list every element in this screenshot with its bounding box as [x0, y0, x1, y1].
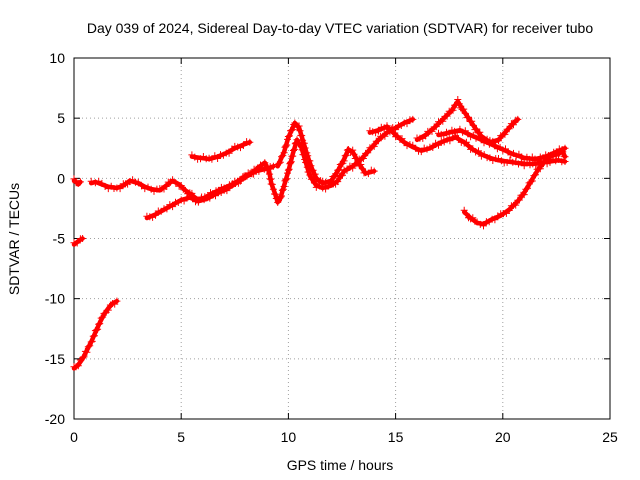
plus-markers — [70, 235, 87, 247]
x-tick-label: 20 — [495, 429, 511, 445]
series-seg3 — [70, 297, 121, 371]
x-tick-label: 25 — [602, 429, 618, 445]
y-tick-label: -5 — [53, 231, 66, 247]
y-axis-label: SDTVAR / TECUs — [6, 183, 22, 295]
series-seg12 — [460, 148, 569, 230]
x-tick-label: 15 — [388, 429, 404, 445]
y-tick-label: 10 — [49, 50, 65, 66]
x-tick-label: 0 — [70, 429, 78, 445]
chart-title: Day 039 of 2024, Sidereal Day-to-day VTE… — [87, 20, 594, 36]
x-tick-label: 5 — [177, 429, 185, 445]
x-axis-ticks: 0 5 10 15 20 25 — [70, 58, 618, 445]
series-seg6 — [188, 138, 254, 163]
y-axis-ticks: -20 -15 -10 -5 0 5 10 — [45, 50, 610, 427]
y-tick-label: -15 — [45, 351, 65, 367]
data-points — [70, 96, 569, 371]
series-seg1 — [70, 175, 84, 187]
series-seg7 — [274, 119, 378, 187]
x-tick-label: 10 — [281, 429, 297, 445]
plus-markers — [70, 175, 84, 187]
y-tick-label: -10 — [45, 291, 65, 307]
plus-markers — [460, 148, 569, 230]
y-tick-label: 0 — [57, 170, 65, 186]
plus-markers — [413, 96, 522, 146]
y-tick-label: 5 — [57, 110, 65, 126]
y-tick-label: -20 — [45, 411, 65, 427]
grid-lines — [74, 58, 610, 419]
plus-markers — [70, 297, 121, 371]
series-seg10 — [413, 96, 522, 146]
plus-markers — [143, 159, 282, 221]
plus-markers — [274, 119, 378, 187]
series-seg5 — [143, 159, 282, 221]
x-axis-label: GPS time / hours — [287, 457, 394, 473]
series-seg2 — [70, 235, 87, 247]
plus-markers — [188, 138, 254, 163]
series-trace — [88, 164, 276, 203]
series-trace — [71, 236, 85, 247]
